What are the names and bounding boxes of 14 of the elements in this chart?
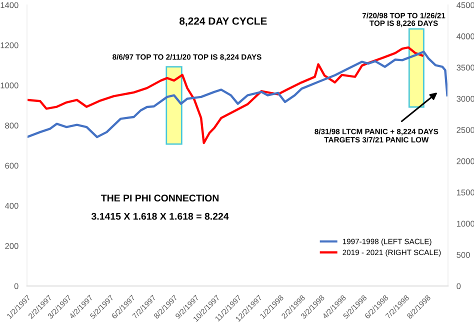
y2-tick-label: 0 [456, 283, 461, 290]
y2-tick-label: 500 [456, 252, 470, 258]
annotation: THE PI PHI CONNECTION [101, 194, 219, 202]
line-series [27, 50, 448, 138]
y-tick-label: 1400 [0, 2, 18, 8]
y-tick-label: 800 [5, 122, 18, 129]
annotation: 3.1415 X 1.618 X 1.618 = 8.224 [91, 212, 229, 220]
y-tick-label: 400 [4, 202, 18, 209]
y-tick-label: 200 [5, 243, 18, 249]
y-tick-label: 600 [5, 162, 18, 169]
text: 8,224 DAY CYCLE [180, 17, 267, 26]
y-tick-label: 1000 [0, 82, 18, 88]
y-tick-label: 0 [14, 283, 18, 290]
y-tick-label: 1200 [0, 42, 18, 48]
